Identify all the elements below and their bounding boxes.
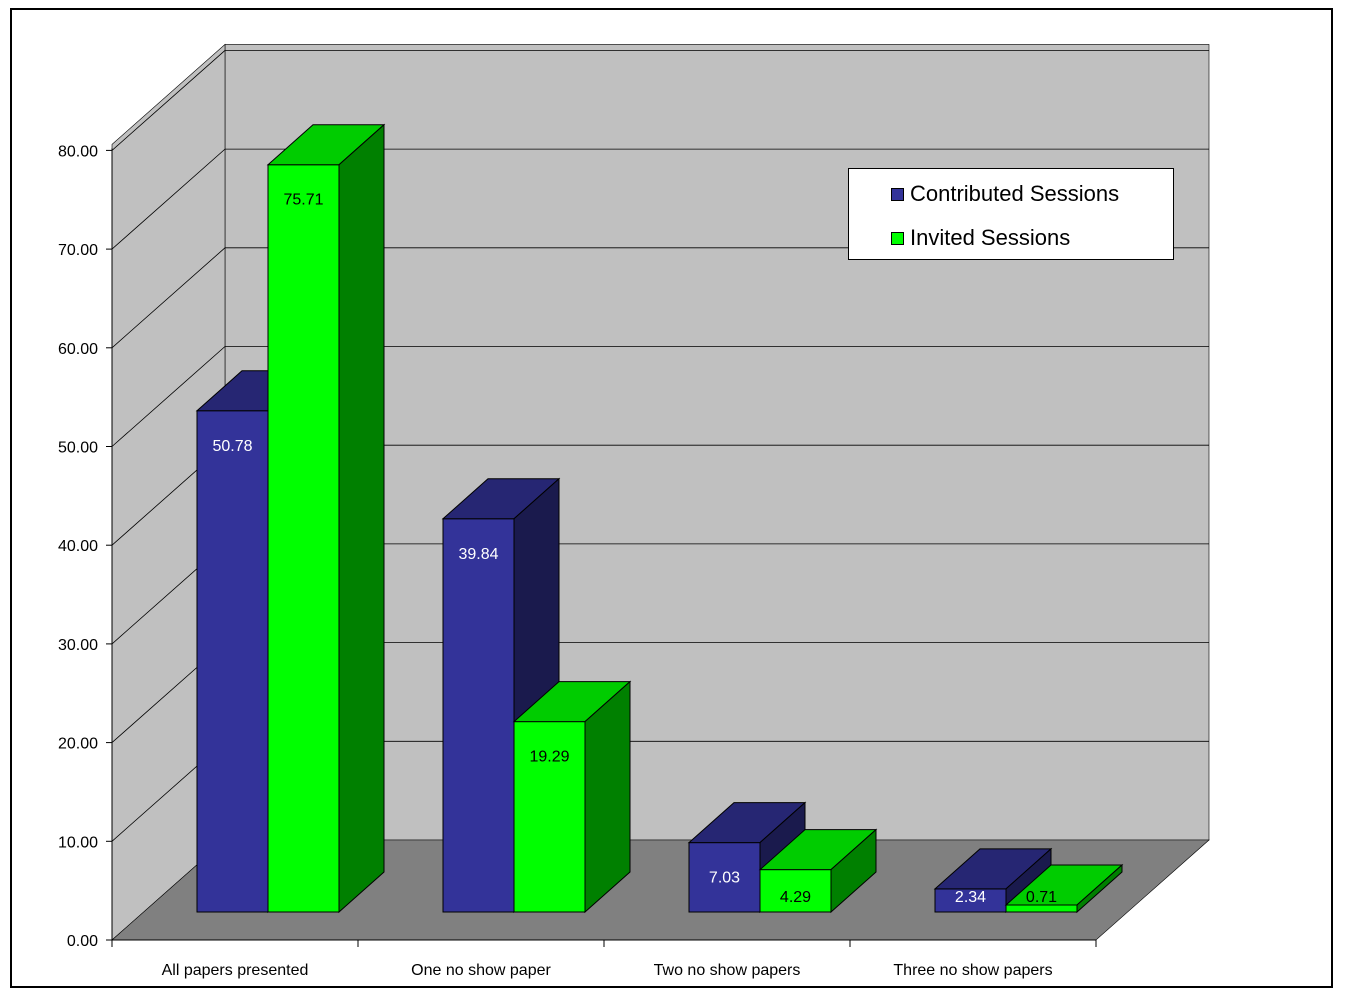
legend-swatch-contributed [891, 187, 904, 201]
labels: 0.00 10.00 20.00 30.00 40.00 50.00 60.00 70.00 8… [58, 143, 1057, 979]
bar-invited [512, 680, 632, 914]
bar-invited [758, 828, 878, 914]
legend-label-contributed: Contributed Sessions [910, 181, 1120, 206]
data-label: 4.29 [780, 889, 811, 906]
category-label: All papers presented [162, 962, 309, 979]
bar-side [584, 680, 631, 914]
bar-side [830, 828, 877, 914]
data-label: 2.34 [955, 889, 986, 906]
bar-invited [266, 123, 386, 914]
bar-front [196, 410, 269, 913]
bar-side [1076, 863, 1123, 914]
y-tick-label: 20.00 [58, 736, 98, 753]
data-label: 7.03 [709, 870, 740, 887]
legend-swatch-invited [891, 231, 904, 245]
bar-front [1005, 904, 1078, 913]
legend-item-contributed: Contributed Sessions [891, 181, 1119, 207]
y-tick-label: 50.00 [58, 440, 98, 457]
y-tick-label: 0.00 [67, 933, 98, 950]
data-label: 39.84 [458, 546, 498, 563]
data-label: 0.71 [1026, 889, 1057, 906]
bar-invited [1004, 863, 1124, 914]
category-label: Two no show papers [654, 962, 801, 979]
bar-side [338, 123, 385, 914]
data-label: 19.29 [529, 749, 569, 766]
data-label: 50.78 [212, 438, 252, 455]
y-tick-label: 80.00 [58, 143, 98, 160]
axes [106, 148, 1097, 947]
legend: Contributed Sessions Invited Sessions [848, 168, 1174, 260]
bars [195, 123, 1124, 914]
bar-front [267, 164, 340, 913]
data-label: 75.71 [283, 192, 323, 209]
y-tick-label: 40.00 [58, 538, 98, 555]
gridline [111, 346, 1209, 447]
legend-item-invited: Invited Sessions [891, 225, 1070, 251]
gridline [111, 148, 1209, 250]
y-tick-label: 10.00 [58, 834, 98, 851]
category-label: Three no show papers [893, 962, 1052, 979]
gridline [111, 50, 1209, 151]
bar-front [442, 518, 515, 913]
y-tick-label: 60.00 [58, 341, 98, 358]
legend-label-invited: Invited Sessions [910, 225, 1071, 250]
category-label: One no show paper [411, 962, 551, 979]
y-tick-label: 70.00 [58, 242, 98, 259]
y-tick-label: 30.00 [58, 637, 98, 654]
